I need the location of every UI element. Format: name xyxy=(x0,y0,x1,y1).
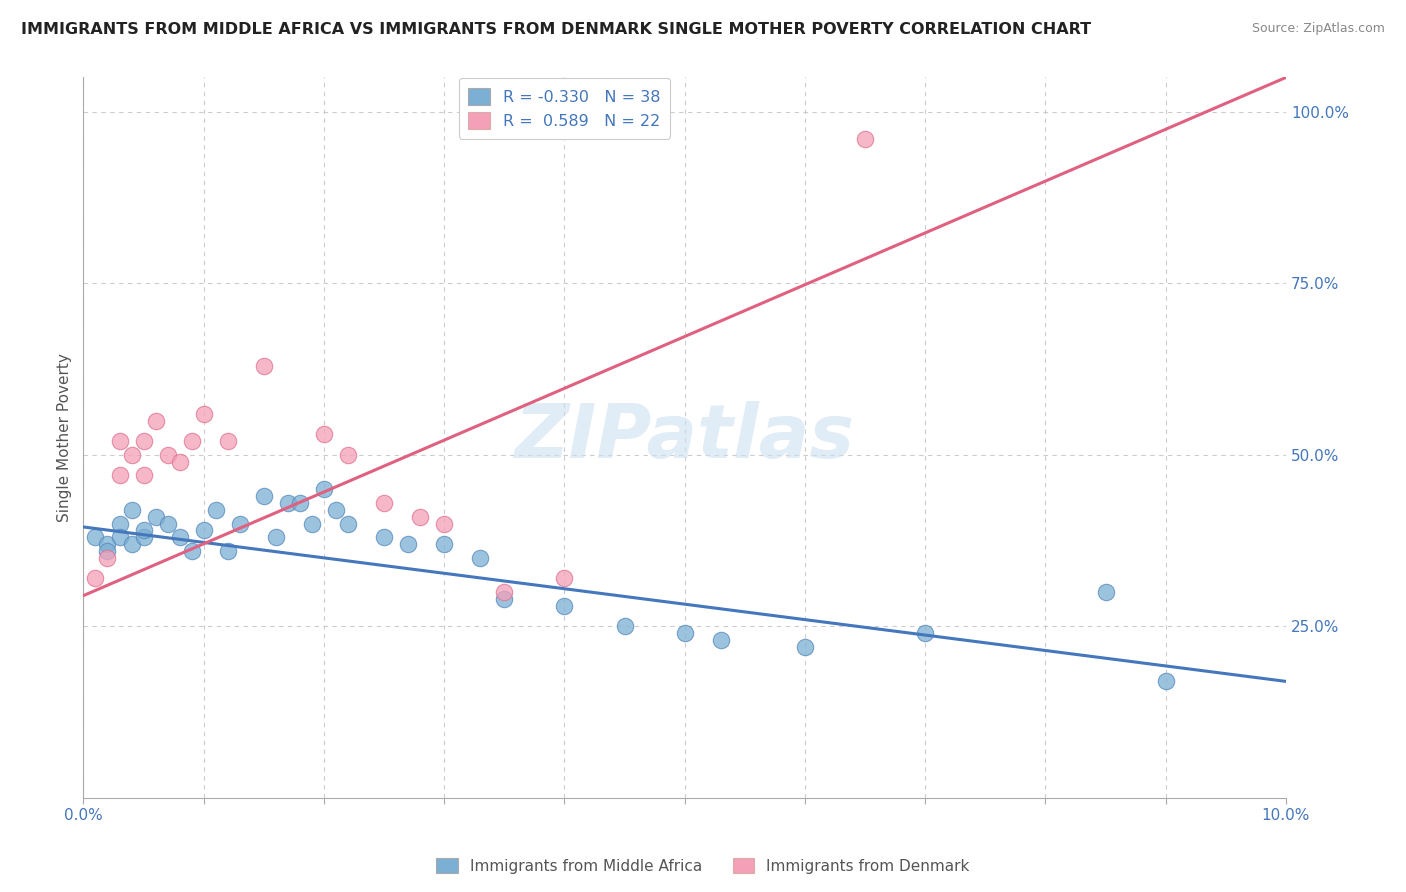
Point xyxy=(494,585,516,599)
Point xyxy=(193,407,215,421)
Point xyxy=(84,530,107,544)
Point xyxy=(553,571,575,585)
Point xyxy=(288,496,311,510)
Point xyxy=(312,427,335,442)
Point xyxy=(121,503,143,517)
Point xyxy=(312,482,335,496)
Y-axis label: Single Mother Poverty: Single Mother Poverty xyxy=(58,353,72,522)
Point xyxy=(253,359,276,373)
Point xyxy=(494,592,516,607)
Point xyxy=(253,489,276,503)
Point xyxy=(84,571,107,585)
Point xyxy=(156,516,179,531)
Point xyxy=(853,132,876,146)
Point xyxy=(325,503,347,517)
Point xyxy=(132,434,155,449)
Legend: Immigrants from Middle Africa, Immigrants from Denmark: Immigrants from Middle Africa, Immigrant… xyxy=(430,852,976,880)
Point xyxy=(337,516,360,531)
Point xyxy=(409,509,432,524)
Point xyxy=(553,599,575,613)
Point xyxy=(217,544,239,558)
Point xyxy=(914,626,936,640)
Point xyxy=(121,448,143,462)
Point xyxy=(1154,674,1177,689)
Point xyxy=(301,516,323,531)
Point xyxy=(108,468,131,483)
Point xyxy=(204,503,226,517)
Point xyxy=(180,434,202,449)
Point xyxy=(277,496,299,510)
Point xyxy=(132,524,155,538)
Point xyxy=(433,537,456,551)
Point xyxy=(108,434,131,449)
Point xyxy=(121,537,143,551)
Point xyxy=(132,468,155,483)
Point xyxy=(710,633,733,648)
Point xyxy=(180,544,202,558)
Point xyxy=(169,530,191,544)
Point xyxy=(156,448,179,462)
Point xyxy=(145,509,167,524)
Point xyxy=(373,496,395,510)
Point xyxy=(108,516,131,531)
Point xyxy=(217,434,239,449)
Point xyxy=(132,530,155,544)
Point xyxy=(396,537,419,551)
Point xyxy=(673,626,696,640)
Point xyxy=(373,530,395,544)
Point xyxy=(794,640,817,654)
Text: IMMIGRANTS FROM MIDDLE AFRICA VS IMMIGRANTS FROM DENMARK SINGLE MOTHER POVERTY C: IMMIGRANTS FROM MIDDLE AFRICA VS IMMIGRA… xyxy=(21,22,1091,37)
Point xyxy=(145,414,167,428)
Point xyxy=(96,537,118,551)
Point xyxy=(470,550,492,565)
Point xyxy=(108,530,131,544)
Point xyxy=(169,455,191,469)
Point xyxy=(613,619,636,633)
Text: ZIPatlas: ZIPatlas xyxy=(515,401,855,475)
Point xyxy=(433,516,456,531)
Text: Source: ZipAtlas.com: Source: ZipAtlas.com xyxy=(1251,22,1385,36)
Point xyxy=(193,524,215,538)
Legend: R = -0.330   N = 38, R =  0.589   N = 22: R = -0.330 N = 38, R = 0.589 N = 22 xyxy=(458,78,671,138)
Point xyxy=(229,516,252,531)
Point xyxy=(1094,585,1116,599)
Point xyxy=(264,530,287,544)
Point xyxy=(96,544,118,558)
Point xyxy=(96,550,118,565)
Point xyxy=(337,448,360,462)
